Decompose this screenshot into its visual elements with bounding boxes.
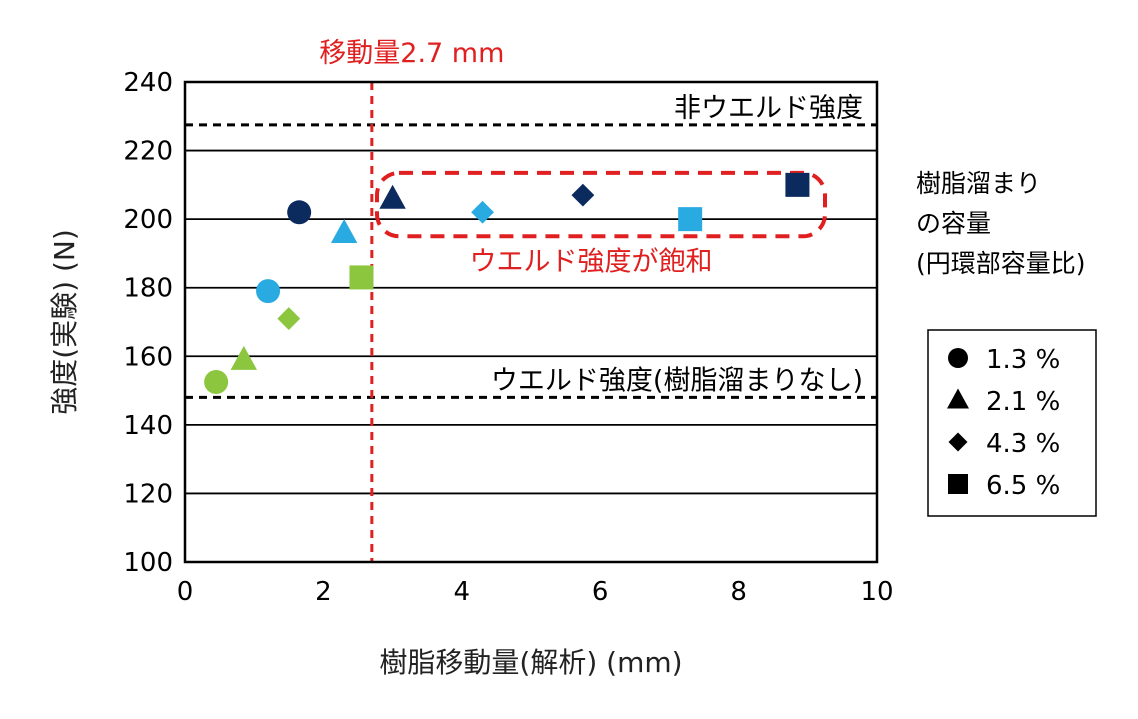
x-tick-label-4: 4 bbox=[454, 577, 471, 607]
y-tick-label-160: 160 bbox=[123, 342, 173, 372]
reference-label-non-weld: 非ウエルド強度 bbox=[674, 93, 863, 124]
x-tick-label-8: 8 bbox=[730, 577, 747, 607]
y-axis-title: 強度(実験) (N) bbox=[48, 229, 81, 415]
point-square-3 bbox=[785, 172, 810, 197]
point-triangle-2 bbox=[330, 219, 358, 244]
data-points bbox=[204, 172, 810, 394]
x-tick-label-10: 10 bbox=[860, 577, 893, 607]
x-tick-label-0: 0 bbox=[177, 577, 194, 607]
x-axis-title: 樹脂移動量(解析) (mm) bbox=[379, 646, 682, 679]
saturation-label: ウエルド強度が飽和 bbox=[470, 246, 713, 277]
side-note-line-2: の容量 bbox=[916, 209, 991, 238]
point-diamond-3 bbox=[571, 183, 595, 207]
y-tick-label-240: 240 bbox=[123, 68, 173, 98]
x-tick-label-6: 6 bbox=[592, 577, 609, 607]
y-tick-label-120: 120 bbox=[123, 479, 173, 509]
point-square-1 bbox=[349, 265, 374, 290]
y-tick-label-200: 200 bbox=[123, 205, 173, 235]
reference-label-displacement: 移動量2.7 mm bbox=[319, 38, 504, 69]
point-diamond-2 bbox=[471, 200, 494, 224]
legend-marker-diamond bbox=[948, 432, 968, 452]
point-circle-3 bbox=[287, 200, 312, 225]
y-tick-label-140: 140 bbox=[123, 411, 173, 441]
saturation-highlight-box bbox=[375, 170, 827, 239]
side-note-line-3: (円環部容量比) bbox=[916, 249, 1086, 278]
legend-label-4: 6.5 % bbox=[986, 471, 1060, 501]
legend-marker-triangle bbox=[947, 388, 969, 409]
side-note-line-1: 樹脂溜まり bbox=[916, 169, 1041, 198]
legend-marker-circle bbox=[948, 348, 968, 368]
x-axis-ticks: 0 2 4 6 8 10 bbox=[177, 577, 894, 607]
point-triangle-1 bbox=[230, 345, 258, 370]
legend: 1.3 % 2.1 % 4.3 % 6.5 % bbox=[927, 329, 1097, 517]
legend-label-3: 4.3 % bbox=[986, 429, 1060, 459]
legend-marker-square bbox=[948, 474, 968, 494]
y-axis-ticks: 100 120 140 160 180 200 220 240 bbox=[123, 68, 173, 578]
point-square-2 bbox=[678, 207, 703, 232]
legend-label-2: 2.1 % bbox=[986, 387, 1060, 417]
reference-lines bbox=[185, 82, 877, 562]
plot-area bbox=[183, 80, 879, 564]
y-tick-label-180: 180 bbox=[123, 274, 173, 304]
x-tick-label-2: 2 bbox=[315, 577, 332, 607]
point-circle-1 bbox=[204, 370, 229, 394]
reference-label-weld-no-pool: ウエルド強度(樹脂溜まりなし) bbox=[491, 365, 863, 396]
legend-items: 1.3 % 2.1 % 4.3 % 6.5 % bbox=[947, 345, 1060, 501]
point-triangle-3 bbox=[379, 184, 406, 209]
y-tick-label-220: 220 bbox=[123, 137, 173, 167]
legend-label-1: 1.3 % bbox=[986, 345, 1060, 375]
y-tick-label-100: 100 bbox=[123, 548, 173, 578]
point-diamond-1 bbox=[277, 307, 301, 330]
point-circle-2 bbox=[256, 279, 281, 304]
